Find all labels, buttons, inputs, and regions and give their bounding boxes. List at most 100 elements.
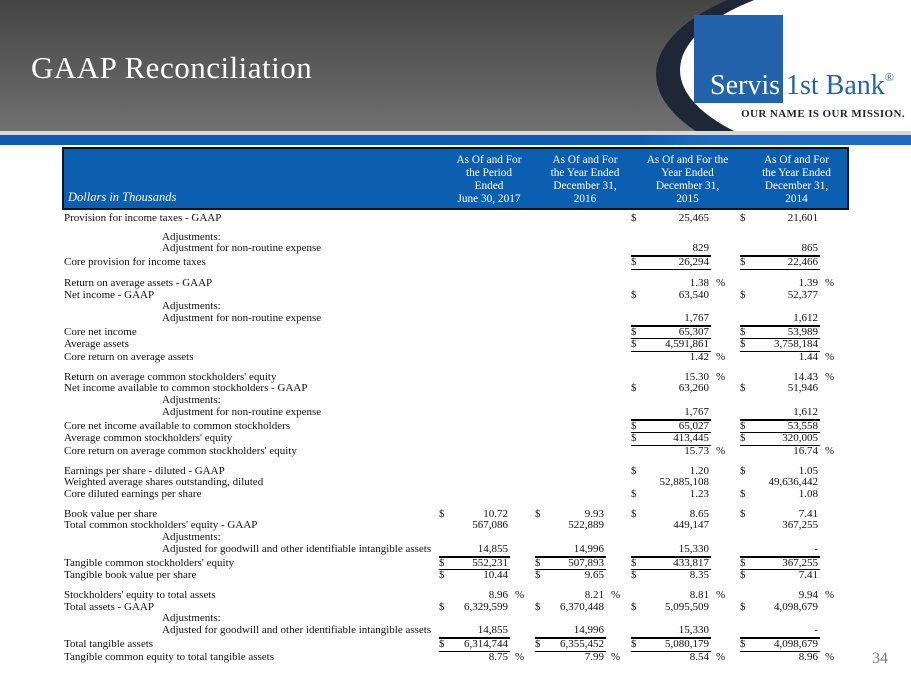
cell-main: [439, 433, 510, 446]
cell-value: 6,370,448: [560, 600, 604, 613]
value-cell-group: $1.23: [631, 488, 740, 501]
value-cell-group: 9.94%: [740, 589, 849, 602]
cell-value: [548, 466, 606, 478]
percent-sign: [606, 520, 631, 532]
percent-sign: %: [716, 444, 726, 457]
cell-main: 1.39: [740, 277, 820, 290]
cell-main: 1.44: [740, 351, 820, 364]
column-header-line: As Of and For the: [646, 154, 729, 166]
percent-sign: [606, 509, 631, 521]
cell-main: [535, 407, 606, 421]
cell-main: [439, 407, 510, 421]
dollar-sign: [439, 446, 452, 458]
percent-sign: [820, 558, 849, 571]
table-row: Adjustments:: [62, 531, 849, 544]
column-header-line: As Of and For: [552, 154, 618, 166]
value-cell-group: $6,355,452: [535, 638, 631, 652]
gaap-reconciliation-table: Dollars in Thousands As Of and For the Pe…: [62, 147, 849, 663]
dollar-sign: $: [740, 419, 746, 432]
cell-main: $26,294: [631, 256, 711, 270]
dollar-sign: $: [631, 419, 637, 432]
percent-sign: %: [515, 588, 525, 601]
cell-value: 552,231: [472, 556, 508, 569]
value-cell-group: [535, 243, 631, 257]
value-cell-group: 1.39%: [740, 277, 849, 290]
cell-main: [535, 301, 606, 313]
percent-sign: [606, 477, 631, 489]
value-cell-group: [535, 290, 631, 302]
cell-main: 8.81: [631, 589, 711, 602]
cell-value: 8.96: [488, 588, 508, 601]
cell-main: $433,817: [631, 557, 711, 571]
cell-main: $53,989: [740, 326, 820, 340]
percent-sign: [711, 477, 740, 489]
value-cell-group: [535, 466, 631, 478]
value-cell-group: $507,893: [535, 557, 631, 571]
dollar-sign: [439, 257, 452, 270]
cell-value: [452, 327, 510, 340]
cell-main: [439, 339, 510, 352]
row-label: Adjusted for goodwill and other identifi…: [162, 624, 432, 637]
dollar-sign: [439, 590, 452, 602]
row-label: Adjustments:: [162, 531, 221, 544]
page-number: 34: [872, 650, 888, 667]
dollar-sign: $: [740, 488, 746, 501]
column-header-3: As Of and For the Year Ended December 31, 2…: [633, 149, 742, 208]
percent-sign: [820, 466, 849, 478]
value-cell-group: $6,370,448: [535, 600, 631, 614]
cell-value: 10.72: [483, 507, 508, 520]
percent-sign: [510, 509, 535, 521]
value-cell-group: $367,255: [740, 557, 849, 571]
dollar-sign: [631, 652, 645, 664]
percent-sign: [820, 327, 849, 340]
value-cell-group: 14,996: [535, 624, 631, 639]
cell-main: [439, 301, 510, 313]
cell-value: 1.44: [798, 351, 818, 364]
dollar-sign: [439, 372, 452, 384]
cell-main: [535, 477, 606, 489]
cell-main: $25,465: [631, 212, 711, 225]
dollar-sign: $: [631, 637, 637, 650]
column-header-1: As Of and For the Period Ended June 30, 201…: [441, 149, 537, 208]
cell-value: [452, 278, 510, 290]
logo-blue-square: Servis: [694, 15, 783, 103]
cell-main: $53,558: [740, 419, 820, 434]
row-label: Tangible book value per share: [64, 569, 197, 582]
value-cell-group: [535, 352, 631, 364]
table-row: Total common stockholders' equity - GAAP…: [62, 520, 849, 532]
cell-value: [548, 257, 606, 270]
table-row: Adjustments:: [62, 394, 849, 407]
cell-value: 9.65: [584, 569, 604, 582]
cell-main: $1.23: [631, 488, 711, 501]
value-cell-group: 449,147: [631, 520, 740, 532]
cell-main: [740, 532, 820, 544]
row-label: Return on average assets - GAAP: [64, 276, 213, 289]
dollar-sign: [439, 352, 452, 364]
row-label: Stockholders' equity to total assets: [64, 588, 216, 601]
cell-value: 15.30: [684, 370, 709, 383]
value-cell-group: [535, 433, 631, 446]
cell-value: [452, 433, 510, 446]
dollar-sign: [439, 489, 452, 501]
percent-sign: [711, 625, 740, 639]
dollar-sign: [631, 625, 645, 637]
value-cell-group: 865: [740, 243, 849, 258]
cell-value: 1,767: [684, 311, 709, 324]
dollar-sign: $: [740, 338, 746, 351]
percent-sign: [606, 532, 631, 544]
table-section: Earnings per share - diluted - GAAP $1.20…: [62, 465, 849, 501]
table-row: Adjusted for goodwill and other identifi…: [62, 624, 849, 639]
cell-value: 53,558: [787, 419, 818, 432]
cell-main: 15,330: [631, 543, 711, 558]
value-cell-group: [439, 383, 535, 395]
value-cell-group: 1,612: [740, 312, 849, 327]
cell-value: 7.41: [798, 507, 818, 520]
percent-sign: [606, 290, 631, 302]
cell-value: [548, 446, 606, 458]
column-header-line: 2015: [676, 193, 699, 205]
dollar-sign: [439, 421, 452, 434]
percent-sign: [820, 257, 849, 270]
value-cell-group: 1,767: [631, 311, 740, 327]
percent-sign: [820, 570, 849, 582]
value-cell-group: $1.05: [740, 465, 849, 478]
